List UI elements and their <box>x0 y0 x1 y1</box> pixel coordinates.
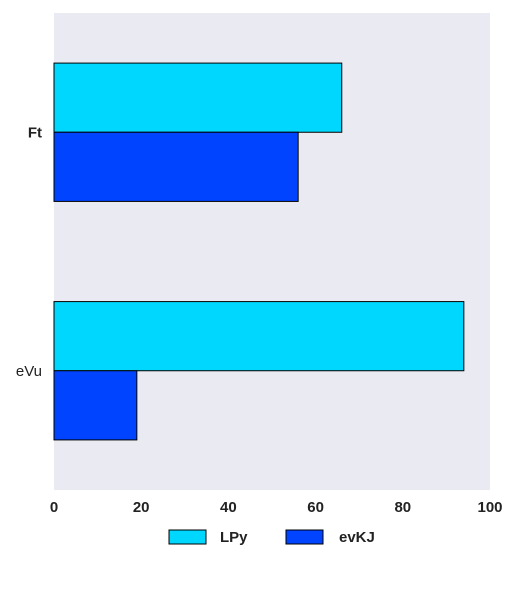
bar-lpy-evu <box>53 301 465 372</box>
legend: LPy evKJ <box>168 529 375 546</box>
x-tick-label: 20 <box>133 499 150 516</box>
y-tick-labels: Ft eVu <box>16 124 42 380</box>
bars-group <box>53 62 465 441</box>
bar-lpy-ft <box>53 62 343 133</box>
legend-swatch-evkj <box>285 529 324 545</box>
x-tick-labels: 0 20 40 60 80 100 <box>50 499 503 516</box>
x-tick-label: 100 <box>477 499 502 516</box>
y-tick-label: eVu <box>16 363 42 380</box>
x-tick-label: 60 <box>307 499 324 516</box>
x-tick-label: 0 <box>50 499 58 516</box>
bar-evkj-evu <box>53 370 138 441</box>
y-tick-label: Ft <box>28 124 42 141</box>
x-tick-label: 40 <box>220 499 237 516</box>
legend-label-lpy: LPy <box>220 529 248 546</box>
x-tick-label: 80 <box>394 499 411 516</box>
legend-label-evkj: evKJ <box>339 529 375 546</box>
bar-evkj-ft <box>53 131 299 202</box>
legend-swatch-lpy <box>168 529 207 545</box>
